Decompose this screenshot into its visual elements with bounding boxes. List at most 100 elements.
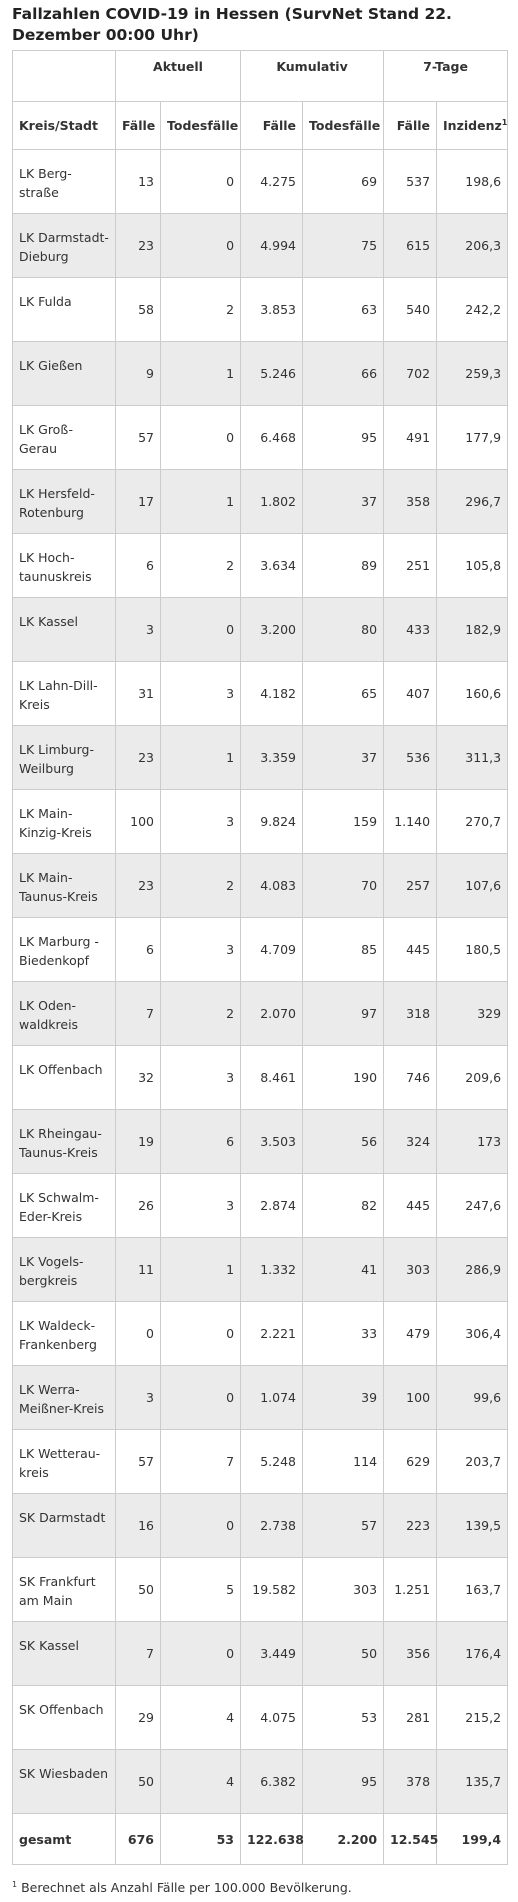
cell: 242,2 [436,277,509,342]
cell: 259,3 [436,341,509,406]
cell: 2.221 [240,1301,304,1366]
cell: 7 [159,1429,242,1494]
cell: 122.638 [240,1813,304,1865]
table-row: LK Waldeck-Frankenberg 0 0 2.221 33 479 306,4 [12,1301,509,1366]
cell: 160,6 [436,661,509,726]
cell: 306,4 [436,1301,509,1366]
column-label: Kreis/Stadt [19,118,98,133]
cell: 251 [383,533,438,598]
cell: 100 [383,1365,438,1430]
cell: 3 [115,1365,161,1430]
cell: 33 [302,1301,385,1366]
cell: 50 [115,1749,161,1814]
cell: 105,8 [436,533,509,598]
column-label: Fälle [122,118,156,133]
cell: 303 [302,1557,385,1622]
cell: 173 [436,1109,509,1174]
cell: LK Wetterau-kreis [12,1429,116,1494]
cell: 182,9 [436,597,509,662]
cell: 3.503 [240,1109,304,1174]
cell: 223 [383,1493,438,1558]
table-row: LK Schwalm-Eder-Kreis 26 3 2.874 82 445 247,6 [12,1173,509,1238]
cell: 13 [115,149,161,214]
cell: 180,5 [436,917,509,982]
cell: 3.634 [240,533,304,598]
table-row: LK Darmstadt-Dieburg 23 0 4.994 75 615 206,3 [12,213,509,278]
cell: 75 [302,213,385,278]
cell: 29 [115,1685,161,1750]
cell: 5.246 [240,341,304,406]
cell: 12.545 [383,1813,438,1865]
cell: 57 [302,1493,385,1558]
cell: 99,6 [436,1365,509,1430]
cell: 1.802 [240,469,304,534]
table-body: LK Berg-straße 13 0 4.275 69 537 198,6 LK Darms… [12,149,509,1865]
cell: 0 [159,149,242,214]
table-row: LK Wetterau-kreis 57 7 5.248 114 629 203,7 [12,1429,509,1494]
cell: 1 [159,469,242,534]
cell: 203,7 [436,1429,509,1494]
cell: 9.824 [240,789,304,854]
cell: 3.853 [240,277,304,342]
cell: 3 [159,917,242,982]
cell: 303 [383,1237,438,1302]
cell: 629 [383,1429,438,1494]
cell: 479 [383,1301,438,1366]
cell: 56 [302,1109,385,1174]
cell: 63 [302,277,385,342]
table-row: LK Main-Kinzig-Kreis 100 3 9.824 159 1.140 270… [12,789,509,854]
cell: 286,9 [436,1237,509,1302]
cell: 31 [115,661,161,726]
cell: 65 [302,661,385,726]
table-row: SK Wiesbaden 50 4 6.382 95 378 135,7 [12,1749,509,1814]
table-row: LK Vogels-bergkreis 11 1 1.332 41 303 286,9 [12,1237,509,1302]
cell: LK Main-Kinzig-Kreis [12,789,116,854]
header-row: Kreis/Stadt Fälle Todesfälle Fälle Todesfäll… [12,101,509,150]
cell: 5 [159,1557,242,1622]
cell: 1 [159,725,242,790]
cell: 66 [302,341,385,406]
column-label: Inzidenz [443,118,502,134]
cell: 247,6 [436,1173,509,1238]
cell: SK Frankfurt am Main [12,1557,116,1622]
cell: 537 [383,149,438,214]
cell: 3 [159,661,242,726]
cell: 2 [159,853,242,918]
cell: 4 [159,1749,242,1814]
cell: 6.382 [240,1749,304,1814]
cell: 3.359 [240,725,304,790]
cell: gesamt [12,1813,116,1865]
cell: 0 [159,1301,242,1366]
cell: 0 [159,213,242,278]
cell: LK Waldeck-Frankenberg [12,1301,116,1366]
table-row: LK Groß-Gerau 57 0 6.468 95 491 177,9 [12,405,509,470]
cell: LK Vogels-bergkreis [12,1237,116,1302]
cell: 80 [302,597,385,662]
cell: 19.582 [240,1557,304,1622]
cell: 0 [115,1301,161,1366]
cell: 95 [302,1749,385,1814]
table-row: LK Hoch-taunuskreis 6 2 3.634 89 251 105,8 [12,533,509,598]
cell: 57 [115,405,161,470]
cell: 7 [115,1621,161,1686]
cell: 53 [302,1685,385,1750]
column-header: Inzidenz1 [436,101,509,150]
cell: 0 [159,1365,242,1430]
cell: LK Lahn-Dill-Kreis [12,661,116,726]
cell: 3.200 [240,597,304,662]
cell: 318 [383,981,438,1046]
cell: 8.461 [240,1045,304,1110]
column-header: Fälle [383,101,438,150]
cell: 0 [159,405,242,470]
cell: LK Marburg -Biedenkopf [12,917,116,982]
table-row: SK Offenbach 29 4 4.075 53 281 215,2 [12,1685,509,1750]
cell: 50 [115,1557,161,1622]
cell: 0 [159,1493,242,1558]
table-row: LK Berg-straße 13 0 4.275 69 537 198,6 [12,149,509,214]
cell: 50 [302,1621,385,1686]
cell: 4.709 [240,917,304,982]
table-row: LK Kassel 3 0 3.200 80 433 182,9 [12,597,509,662]
cell: 281 [383,1685,438,1750]
footnote-marker: 1 [501,117,508,127]
